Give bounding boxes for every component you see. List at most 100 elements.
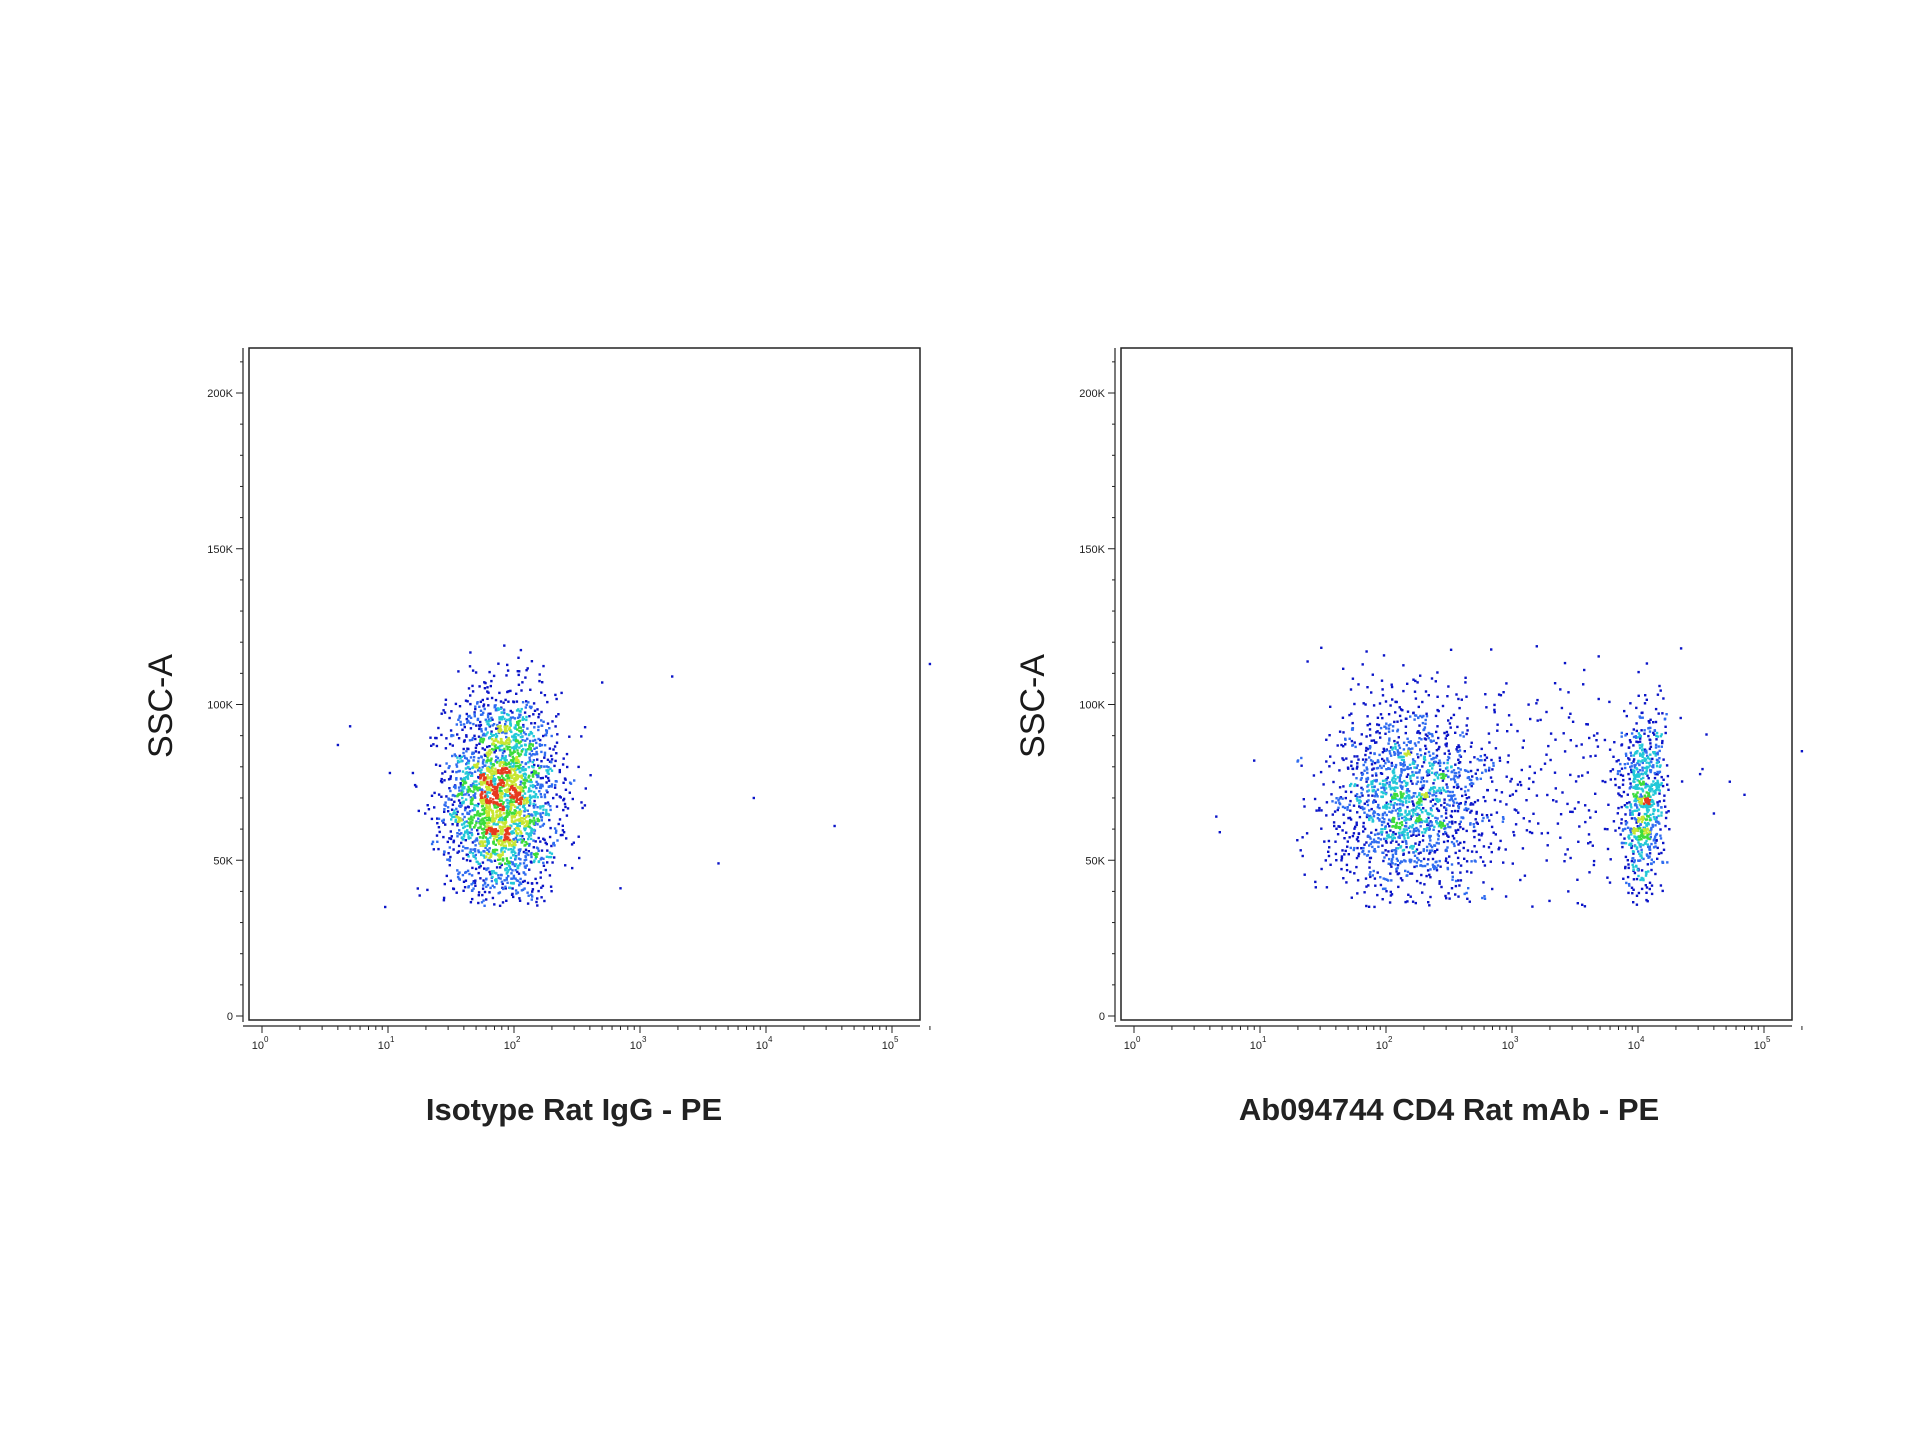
data-point (494, 794, 497, 797)
data-point (481, 802, 484, 805)
data-point (470, 790, 473, 793)
data-point (528, 705, 532, 708)
data-point (1416, 812, 1419, 816)
data-point (481, 821, 484, 824)
data-point (1338, 797, 1341, 800)
data-point (1656, 846, 1659, 850)
data-point (1661, 712, 1664, 715)
data-point (1387, 730, 1391, 733)
data-point (489, 873, 492, 876)
data-point (536, 806, 539, 809)
data-point (1639, 735, 1642, 738)
data-point (549, 826, 552, 830)
data-point (1627, 834, 1631, 837)
data-point (506, 690, 509, 694)
data-point (1381, 694, 1385, 697)
data-point (527, 701, 530, 704)
data-point (1353, 846, 1356, 850)
data-point (1648, 847, 1651, 850)
data-point (499, 737, 503, 741)
data-point (1412, 711, 1415, 715)
data-point (1650, 868, 1653, 872)
data-point (506, 774, 510, 777)
data-point (1401, 762, 1405, 766)
data-point (562, 781, 565, 784)
data-point (1629, 813, 1632, 816)
data-point (489, 780, 492, 784)
data-point (508, 842, 512, 845)
data-point (537, 728, 540, 732)
data-point (1409, 740, 1412, 743)
data-point (487, 770, 491, 773)
data-point (480, 853, 483, 857)
data-point (507, 802, 510, 805)
data-point (1645, 761, 1648, 764)
data-point (514, 840, 517, 843)
data-point (1397, 831, 1401, 835)
data-point (468, 823, 472, 826)
data-point (531, 888, 535, 891)
data-point (473, 770, 477, 773)
data-point (584, 787, 587, 790)
data-point (1390, 793, 1393, 796)
data-point (495, 735, 499, 738)
data-point (516, 870, 519, 874)
data-point (1606, 876, 1609, 879)
data-point (1633, 860, 1636, 864)
data-point (1344, 790, 1348, 793)
data-point (1331, 813, 1334, 816)
data-point (437, 817, 441, 820)
data-point (479, 823, 482, 826)
data-point (534, 877, 537, 881)
data-point (1415, 782, 1418, 786)
data-point (498, 855, 501, 858)
data-point (1633, 804, 1637, 807)
data-point (1622, 877, 1625, 880)
data-point (1415, 805, 1419, 808)
data-point (1391, 764, 1394, 767)
data-point (1409, 775, 1412, 778)
data-point (442, 835, 445, 839)
data-point (483, 681, 486, 684)
data-point (524, 841, 527, 844)
data-point (1446, 839, 1449, 843)
data-point (528, 715, 531, 718)
data-point (1646, 756, 1650, 759)
data-point (1372, 767, 1375, 770)
data-point (490, 879, 494, 883)
data-point (533, 859, 536, 862)
data-point (1402, 848, 1406, 852)
data-point (472, 887, 475, 890)
data-point (547, 766, 550, 769)
data-point (1385, 727, 1388, 730)
data-point (1366, 768, 1369, 771)
data-point (1648, 769, 1652, 772)
data-point (1393, 781, 1396, 784)
data-point (1566, 848, 1569, 851)
data-point (485, 793, 488, 796)
data-point (479, 713, 483, 716)
data-point (459, 801, 462, 805)
data-point (1447, 749, 1450, 752)
data-point (454, 754, 457, 758)
data-point (494, 817, 498, 820)
data-point (1421, 811, 1424, 814)
data-point (1631, 769, 1635, 772)
data-point (1559, 813, 1563, 816)
data-point (1437, 842, 1440, 845)
data-point (502, 801, 505, 804)
data-point (1649, 753, 1652, 756)
data-point (1359, 778, 1363, 781)
data-point (416, 887, 419, 890)
data-point (1479, 856, 1482, 859)
data-point (517, 857, 521, 860)
data-point (521, 769, 524, 772)
data-point (415, 785, 418, 788)
data-point (1656, 781, 1660, 785)
data-point (1494, 833, 1497, 836)
data-point (1642, 804, 1645, 807)
data-point (1650, 842, 1653, 846)
data-point (487, 718, 491, 721)
data-point (1411, 770, 1414, 774)
data-point (1412, 792, 1416, 795)
